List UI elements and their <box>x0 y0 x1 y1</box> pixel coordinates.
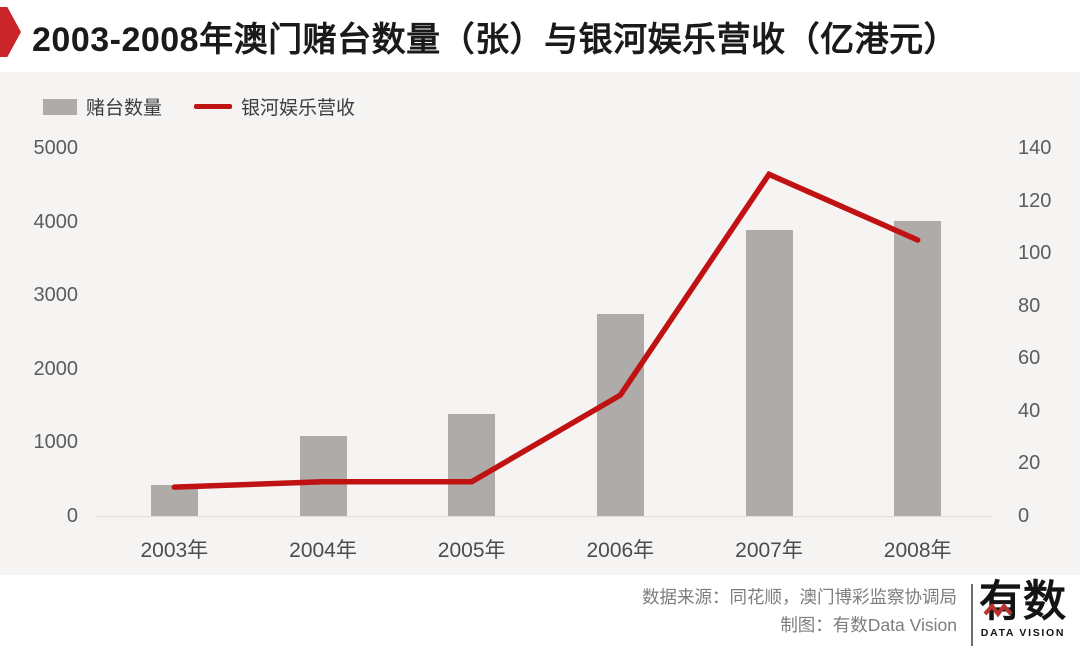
bar-2004年 <box>299 435 347 516</box>
chart-panel: 赌台数量 银河娱乐营收 5000 4000 3000 2000 1000 0 140 120… <box>0 72 1080 575</box>
x-axis-line <box>95 516 992 517</box>
bar-2005年 <box>448 413 496 516</box>
footer: 数据来源：同花顺，澳门博彩监察协调局 制图：有数Data Vision 有数 D… <box>0 575 1080 649</box>
y-tick-right: 140 <box>1018 137 1052 159</box>
header: 2003-2008年澳门赌台数量（张）与银河娱乐营收（亿港元） <box>0 0 1080 72</box>
page-title: 2003-2008年澳门赌台数量（张）与银河娱乐营收（亿港元） <box>32 21 959 59</box>
y-tick-left: 4000 <box>33 210 79 233</box>
bar-2008年 <box>894 220 942 516</box>
x-tick: 2005年 <box>437 539 506 562</box>
y-tick-right: 40 <box>1018 399 1041 422</box>
y-tick-right: 0 <box>1018 505 1030 527</box>
brand-logo: 有数 DATA VISION <box>978 578 1068 639</box>
bar-2006年 <box>596 313 644 516</box>
x-tick: 2003年 <box>140 539 209 562</box>
x-tick: 2004年 <box>289 539 357 562</box>
bar-legend-label: 赌台数量 <box>86 98 163 119</box>
bar-2007年 <box>745 229 793 516</box>
y-tick-left: 5000 <box>33 137 79 159</box>
line-legend-swatch-icon <box>194 104 233 109</box>
y-tick-right: 120 <box>1018 189 1052 212</box>
chart-legend: 赌台数量 银河娱乐营收 <box>43 93 355 120</box>
logo-zigzag-icon <box>983 602 1013 618</box>
source-credit-block: 数据来源：同花顺，澳门博彩监察协调局 制图：有数Data Vision <box>642 583 957 639</box>
y-tick-right: 80 <box>1018 294 1041 317</box>
y-tick-left: 2000 <box>33 357 79 380</box>
x-tick: 2008年 <box>883 539 952 562</box>
y-tick-left: 3000 <box>33 284 79 307</box>
logo-cn-text: 有数 <box>979 578 1067 626</box>
y-tick-right: 60 <box>1018 347 1041 370</box>
y-tick-right: 100 <box>1018 242 1052 265</box>
footer-divider <box>971 584 973 646</box>
x-tick: 2006年 <box>586 539 655 562</box>
y-tick-left: 1000 <box>33 431 79 454</box>
y-tick-right: 20 <box>1018 452 1041 475</box>
y-tick-left: 0 <box>66 505 78 527</box>
x-tick: 2007年 <box>735 539 803 562</box>
data-source-text: 数据来源：同花顺，澳门博彩监察协调局 <box>642 587 957 607</box>
logo-en-text: DATA VISION <box>980 627 1066 639</box>
credit-text: 制图：有数Data Vision <box>780 615 957 635</box>
title-badge-icon <box>0 7 21 57</box>
line-legend-label: 银河娱乐营收 <box>241 98 356 119</box>
bar-legend-swatch-icon <box>43 98 77 115</box>
bar-2003年 <box>150 485 198 516</box>
